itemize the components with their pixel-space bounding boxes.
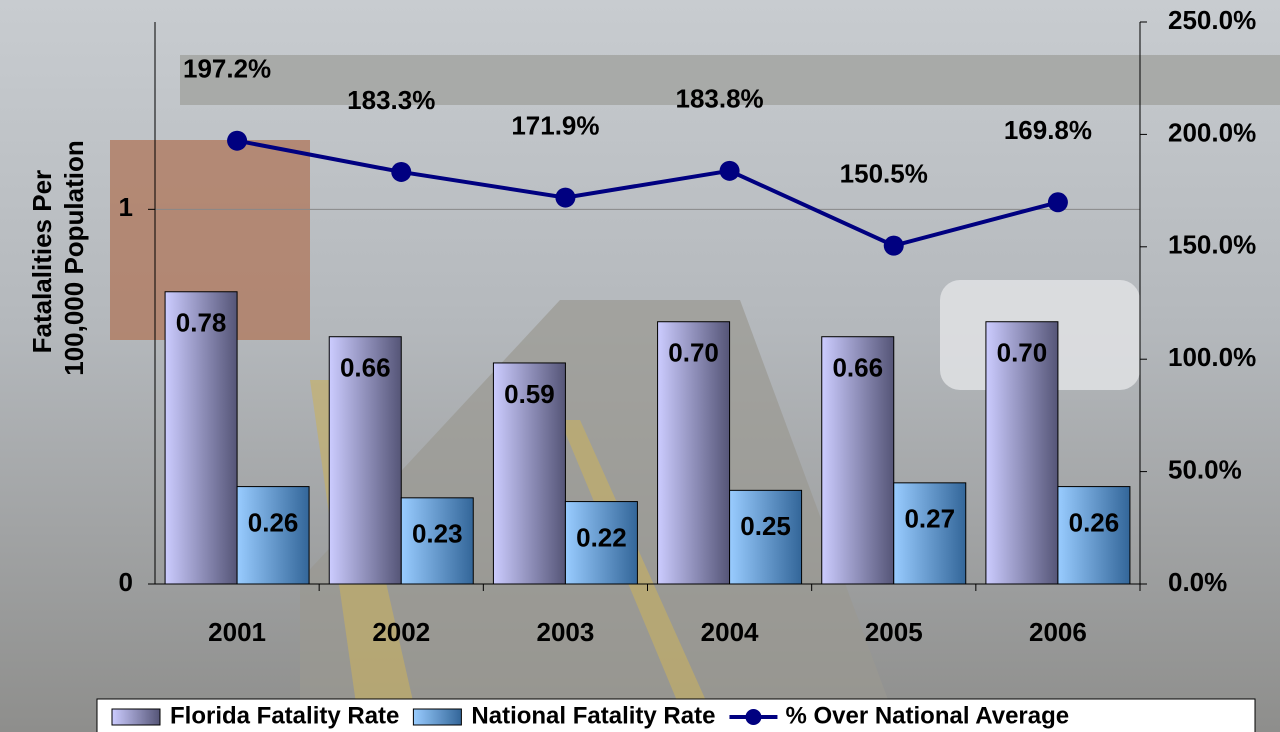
bar-value-label: 0.66 [340, 353, 391, 383]
bar-value-label: 0.23 [412, 519, 463, 549]
y2-tick-label: 50.0% [1168, 454, 1242, 484]
y-tick-label: 1 [119, 192, 133, 222]
bar [985, 321, 1059, 585]
x-tick-label: 2001 [208, 617, 266, 647]
y-axis-title-line: 100,000 Population [59, 140, 89, 376]
bar [564, 501, 638, 585]
line [236, 138, 1059, 248]
road-line [560, 420, 720, 732]
bar [729, 489, 803, 585]
bar [492, 362, 566, 585]
line-value-label: 169.8% [1004, 115, 1092, 145]
bar-value-label: 0.26 [248, 507, 299, 537]
line-value-label: 183.3% [347, 85, 435, 115]
line-value-label: 197.2% [183, 54, 271, 84]
legend-label: National Fatality Rate [471, 702, 715, 729]
bar-value-label: 0.25 [740, 511, 791, 541]
bar-value-label: 0.59 [504, 379, 555, 409]
y-axis-title-line: Fatalalities Per [27, 170, 57, 354]
x-tick-label: 2003 [536, 617, 594, 647]
bar [1057, 486, 1131, 585]
legend-label: % Over National Average [785, 702, 1069, 729]
bar [657, 321, 731, 585]
line-value-label: 171.9% [511, 110, 599, 140]
x-tick-label: 2002 [372, 617, 430, 647]
bar [328, 336, 402, 585]
legend-swatch [412, 708, 462, 726]
line-point [1047, 192, 1068, 213]
line-value-label: 183.8% [675, 84, 763, 114]
legend-marker [745, 709, 762, 725]
line-value-label: 150.5% [840, 159, 928, 189]
bar [236, 486, 310, 585]
legend-label: Florida Fatality Rate [170, 702, 399, 729]
bar-value-label: 0.70 [668, 338, 719, 368]
line-point [391, 161, 412, 182]
y2-tick-label: 100.0% [1168, 342, 1256, 372]
line-point [719, 160, 740, 181]
x-tick-label: 2004 [701, 617, 759, 647]
bar-value-label: 0.22 [576, 522, 627, 552]
line-point [555, 187, 576, 208]
y2-tick-label: 200.0% [1168, 117, 1256, 147]
y2-tick-label: 0.0% [1168, 567, 1227, 597]
y2-tick-label: 250.0% [1168, 5, 1256, 35]
y2-tick-label: 150.0% [1168, 230, 1256, 260]
legend-swatch [111, 708, 161, 726]
bar-value-label: 0.27 [904, 504, 955, 534]
overpass [180, 55, 1280, 105]
bar [400, 497, 474, 585]
y-tick-label: 0 [119, 567, 133, 597]
x-tick-label: 2005 [865, 617, 923, 647]
bar-value-label: 0.66 [832, 353, 883, 383]
bar-value-label: 0.26 [1069, 507, 1120, 537]
line-point [883, 235, 904, 256]
bar [821, 336, 895, 585]
bar-value-label: 0.70 [997, 338, 1048, 368]
legend-box [96, 698, 1256, 732]
x-tick-label: 2006 [1029, 617, 1087, 647]
bar-value-label: 0.78 [176, 308, 227, 338]
y-axis-title: Fatalalities Per 100,000 Population [27, 140, 89, 376]
bar [164, 291, 238, 585]
bar [893, 482, 967, 585]
line-point [227, 130, 248, 151]
